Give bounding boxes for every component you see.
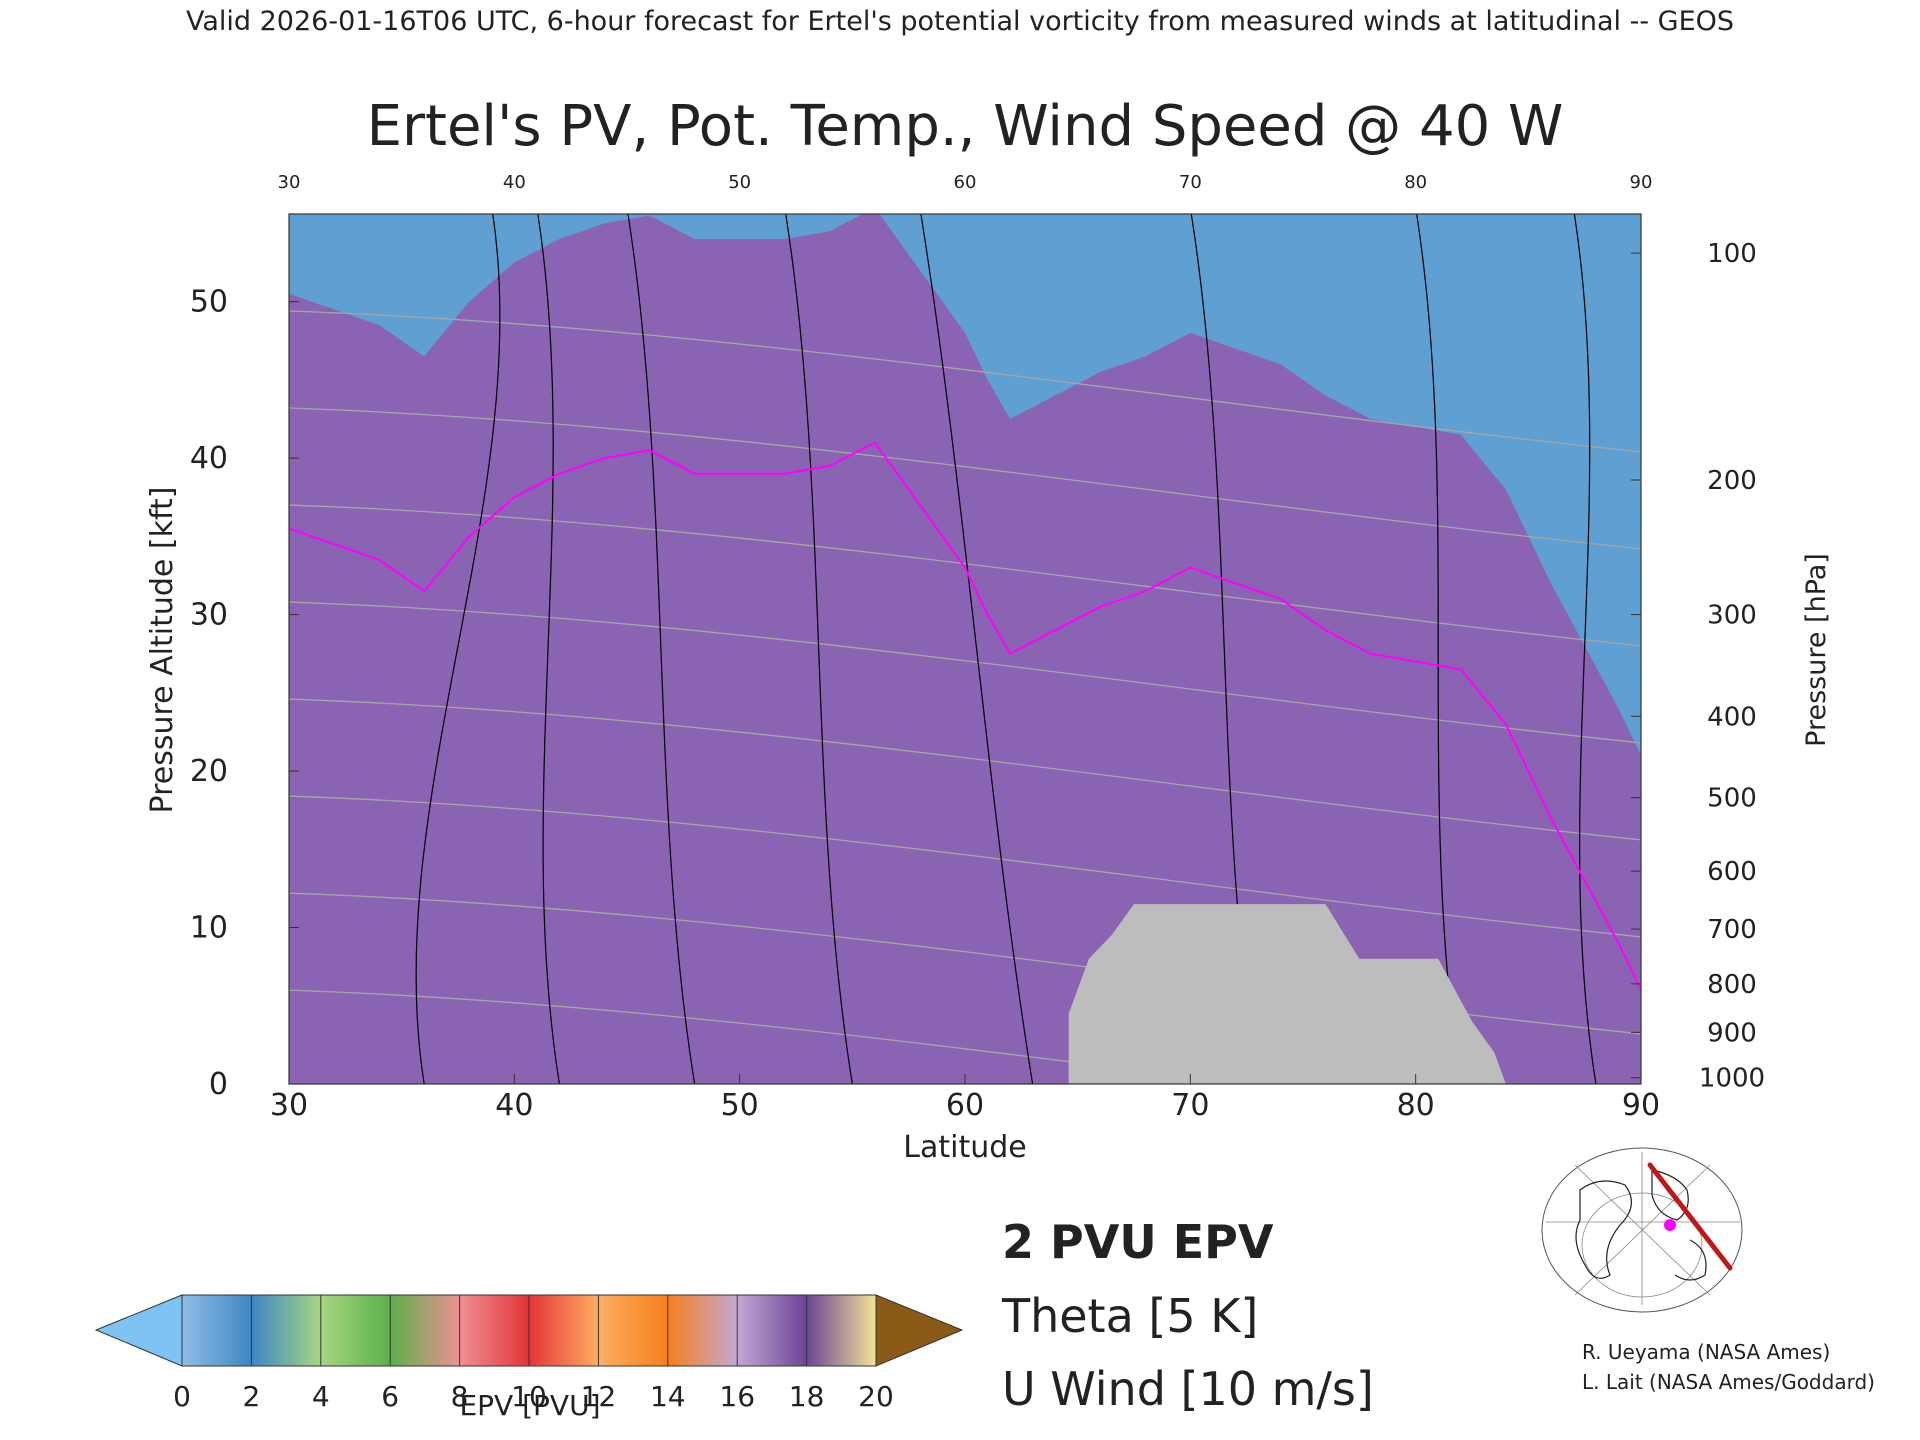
x-tick-label: 50 [721, 1088, 759, 1123]
x-axis: 30 40 50 60 70 80 90 [270, 1074, 1660, 1123]
credit-2: L. Lait (NASA Ames/Goddard) [1582, 1370, 1875, 1394]
u-wind-contour [785, 214, 853, 1084]
colorbar-over-arrow [875, 1294, 964, 1367]
y-tick-label: 10 [190, 911, 228, 946]
theta-contour-360 [289, 504, 1641, 647]
valid-line: Valid 2026-01-16T06 UTC, 6-hour forecast… [186, 6, 1734, 37]
pressure-tick-label: 1000 [1699, 1064, 1765, 1094]
colorbar-tick-label: 12 [581, 1380, 617, 1413]
pressure-tick-label: 800 [1707, 970, 1757, 1000]
colorbar-under-arrow [94, 1294, 183, 1367]
x-tick-label: 40 [495, 1088, 533, 1123]
pressure-tick-label: 200 [1707, 466, 1757, 496]
colorbar-tick-label: 20 [858, 1380, 894, 1413]
y-axis-pressure: 1000 900 800 700 600 500 400 300 200 100 [1631, 239, 1765, 1094]
pressure-tick-label: 400 [1707, 702, 1757, 732]
colorbar-tick-label: 18 [789, 1380, 825, 1413]
theta-contour-330 [289, 795, 1641, 938]
u-wind-contour [537, 214, 560, 1084]
x-tick-label: 70 [1171, 1088, 1209, 1123]
u-wind-contour [415, 214, 501, 1084]
pressure-tick-label: 700 [1707, 915, 1757, 945]
x-top-tick-label: 50 [728, 172, 751, 193]
epv-band-5 [289, 214, 1641, 1084]
x-top-tick-label: 80 [1404, 172, 1427, 193]
terrain-mask [1068, 904, 1506, 1084]
legend: 2 PVU EPV Theta [5 K] U Wind [10 m/s] [1001, 1215, 1374, 1416]
colorbar-ticks: 0 2 4 6 8 10 12 14 16 18 20 [173, 1295, 894, 1413]
u-wind-contour [1416, 214, 1462, 1084]
pressure-tick-label: 900 [1707, 1018, 1757, 1048]
x-top-tick-label: 30 [278, 172, 301, 193]
x-top-tick-label: 40 [503, 172, 526, 193]
colorbar-tick-label: 8 [451, 1380, 469, 1413]
pressure-tick-label: 600 [1707, 857, 1757, 887]
legend-theta: Theta [5 K] [1001, 1289, 1258, 1343]
colorbar-tick-label: 4 [312, 1380, 330, 1413]
pressure-tick-label: 300 [1707, 601, 1757, 631]
terrain-block [1068, 904, 1506, 1084]
plot-area [289, 214, 1641, 1084]
theta-contour-370 [289, 407, 1641, 550]
theta-contour-350 [289, 601, 1641, 744]
colorbar-tick-label: 2 [242, 1380, 260, 1413]
x-tick-label: 90 [1622, 1088, 1660, 1123]
y-tick-label: 30 [190, 598, 228, 633]
legend-u-wind: U Wind [10 m/s] [1002, 1362, 1374, 1416]
tropopause-2pvu-line [289, 441, 1641, 991]
theta-contour-310 [289, 989, 1251, 1084]
x-tick-label: 30 [270, 1088, 308, 1123]
x-tick-label: 60 [946, 1088, 984, 1123]
u-wind-contour [1573, 214, 1597, 1084]
u-wind-contour [920, 214, 1034, 1084]
x-top-tick-label: 60 [954, 172, 977, 193]
colorbar-tick-label: 0 [173, 1380, 191, 1413]
colorbar-tick-label: 6 [381, 1380, 399, 1413]
colorbar: 0 2 4 6 8 10 12 14 16 18 20 EPV [PVU] [94, 1294, 964, 1422]
credit-1: R. Ueyama (NASA Ames) [1582, 1340, 1830, 1364]
colorbar-tick-label: 10 [511, 1380, 547, 1413]
y-tick-label: 50 [190, 285, 228, 320]
pressure-tick-label: 500 [1707, 784, 1757, 814]
chart-title: Ertel's PV, Pot. Temp., Wind Speed @ 40 … [367, 94, 1564, 159]
y-axis-right-label: Pressure [hPa] [1801, 553, 1832, 747]
x-top-tick-label: 90 [1630, 172, 1653, 193]
y-axis-kft: 0 10 20 30 40 50 [190, 285, 299, 1102]
inset-map [1541, 1147, 1743, 1313]
x-top-tick-label: 70 [1179, 172, 1202, 193]
colorbar-tick-label: 14 [650, 1380, 686, 1413]
x-axis-label: Latitude [903, 1130, 1026, 1165]
u-wind-contours [415, 214, 1597, 1084]
x-axis-top: 30 40 50 60 70 80 90 [278, 172, 1653, 193]
x-tick-label: 80 [1397, 1088, 1435, 1123]
colorbar-tick-label: 16 [719, 1380, 755, 1413]
colorbar-label: EPV [PVU] [459, 1389, 600, 1422]
theta-contour-380 [289, 310, 1641, 453]
y-tick-label: 0 [209, 1067, 228, 1102]
pressure-tick-label: 100 [1707, 239, 1757, 269]
legend-epv: 2 PVU EPV [1002, 1215, 1274, 1269]
u-wind-contour [627, 214, 696, 1084]
y-tick-label: 40 [190, 441, 228, 476]
y-axis-label: Pressure Altitude [kft] [145, 487, 180, 814]
y-tick-label: 20 [190, 754, 228, 789]
